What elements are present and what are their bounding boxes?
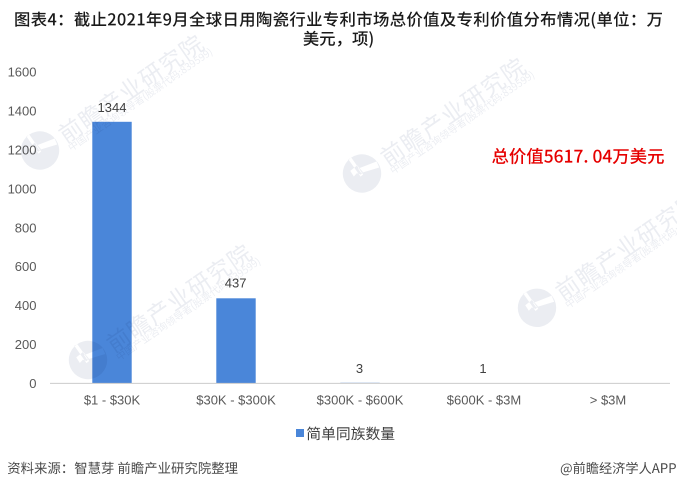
svg-text:400: 400 [15, 298, 37, 313]
svg-text:$1 - $30K: $1 - $30K [84, 393, 141, 408]
svg-text:200: 200 [15, 337, 37, 352]
svg-text:1000: 1000 [8, 181, 37, 196]
svg-text:1400: 1400 [8, 104, 37, 119]
svg-text:> $3M: > $3M [590, 393, 627, 408]
svg-text:$300K - $600K: $300K - $600K [317, 393, 404, 408]
svg-text:$600K - $3M: $600K - $3M [447, 393, 521, 408]
svg-text:$30K - $300K: $30K - $300K [196, 393, 276, 408]
svg-text:437: 437 [225, 276, 247, 291]
svg-text:3: 3 [356, 361, 363, 376]
svg-text:1: 1 [479, 361, 486, 376]
svg-text:600: 600 [15, 259, 37, 274]
svg-text:1344: 1344 [98, 100, 127, 115]
svg-text:0: 0 [29, 376, 36, 391]
svg-text:800: 800 [15, 220, 37, 235]
svg-text:1600: 1600 [8, 65, 37, 80]
